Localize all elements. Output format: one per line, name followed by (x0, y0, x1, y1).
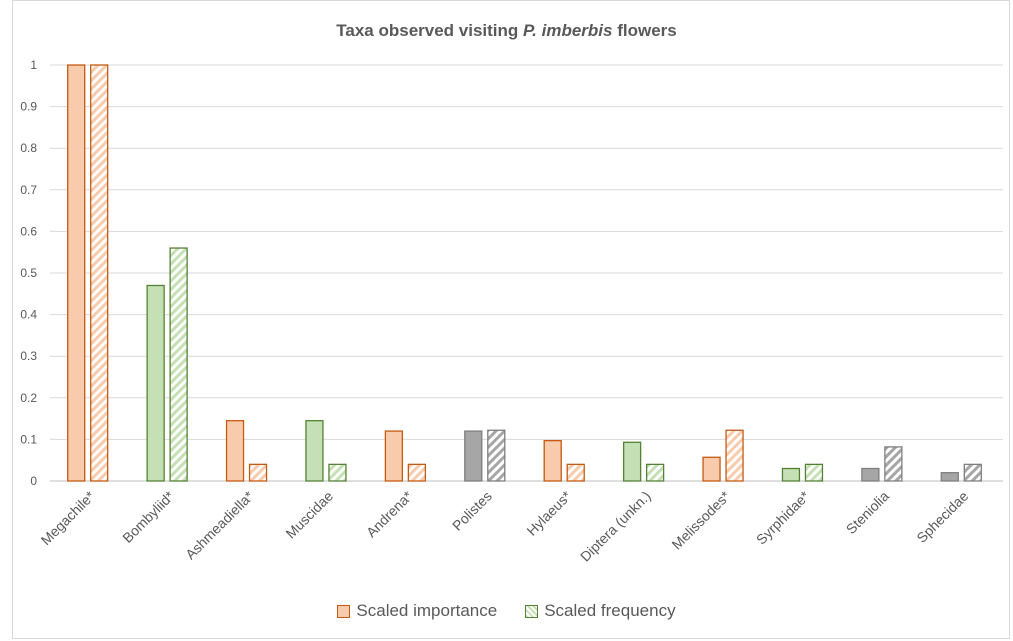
bar-importance (146, 284, 165, 482)
bar-importance (225, 420, 245, 482)
x-tick-label: Megachile* (38, 487, 99, 548)
y-tick-label: 0.4 (20, 308, 37, 322)
bar-frequency (725, 429, 744, 482)
bar-frequency (90, 64, 109, 482)
bar-importance (67, 64, 86, 482)
legend-label-frequency: Scaled frequency (544, 601, 676, 620)
x-tick-label: Polistes (449, 488, 495, 534)
bar-importance (702, 456, 721, 482)
bar-frequency (804, 463, 824, 482)
y-tick-label: 0.6 (20, 224, 37, 238)
x-tick-label: Hylaeus* (523, 487, 574, 538)
chart-title: Taxa observed visiting P. imberbis flowe… (336, 21, 677, 40)
legend-swatch-importance (337, 604, 351, 618)
x-tick-label: Diptera (unkn.) (577, 488, 654, 565)
bar-frequency (884, 446, 903, 482)
bar-importance (543, 439, 562, 482)
x-tick-label: Steniolia (843, 488, 892, 537)
bar-importance (781, 467, 801, 482)
y-tick-label: 0.9 (20, 100, 37, 114)
bar-importance (305, 420, 324, 482)
bar-frequency (487, 429, 506, 482)
bar-importance (622, 441, 642, 482)
x-tick-label: Bombyliid* (119, 487, 177, 545)
bar-importance (384, 430, 404, 482)
bar-frequency (248, 463, 268, 482)
bar-frequency (963, 463, 982, 482)
x-tick-label: Andrena* (363, 487, 416, 540)
bar-frequency (566, 463, 585, 482)
bar-frequency (169, 247, 188, 482)
y-tick-label: 0.5 (20, 266, 37, 280)
bar-frequency (645, 463, 665, 482)
y-tick-label: 0.7 (20, 183, 37, 197)
x-tick-label: Muscidae (282, 488, 336, 542)
x-tick-label: Sphecidae (913, 488, 971, 546)
bar-frequency (407, 463, 427, 482)
y-tick-label: 0.2 (20, 391, 37, 405)
y-tick-label: 0.3 (20, 349, 37, 363)
x-tick-label: Ashmeadiella* (182, 487, 257, 562)
x-tick-label: Syrphidae* (753, 487, 813, 547)
bar-importance (940, 472, 959, 482)
legend-item-importance: Scaled importance (337, 601, 497, 621)
bar-importance (861, 467, 880, 482)
legend: Scaled importance Scaled frequency (0, 601, 1013, 621)
legend-swatch-frequency (525, 604, 539, 618)
y-tick-label: 0.1 (20, 432, 37, 446)
y-tick-label: 1 (30, 58, 37, 72)
bar-importance (464, 430, 483, 482)
bar-frequency (328, 463, 347, 482)
y-tick-label: 0.8 (20, 141, 37, 155)
y-tick-label: 0 (30, 474, 37, 488)
legend-label-importance: Scaled importance (356, 601, 498, 620)
legend-item-frequency: Scaled frequency (525, 601, 676, 621)
x-tick-label: Melissodes* (668, 487, 733, 552)
